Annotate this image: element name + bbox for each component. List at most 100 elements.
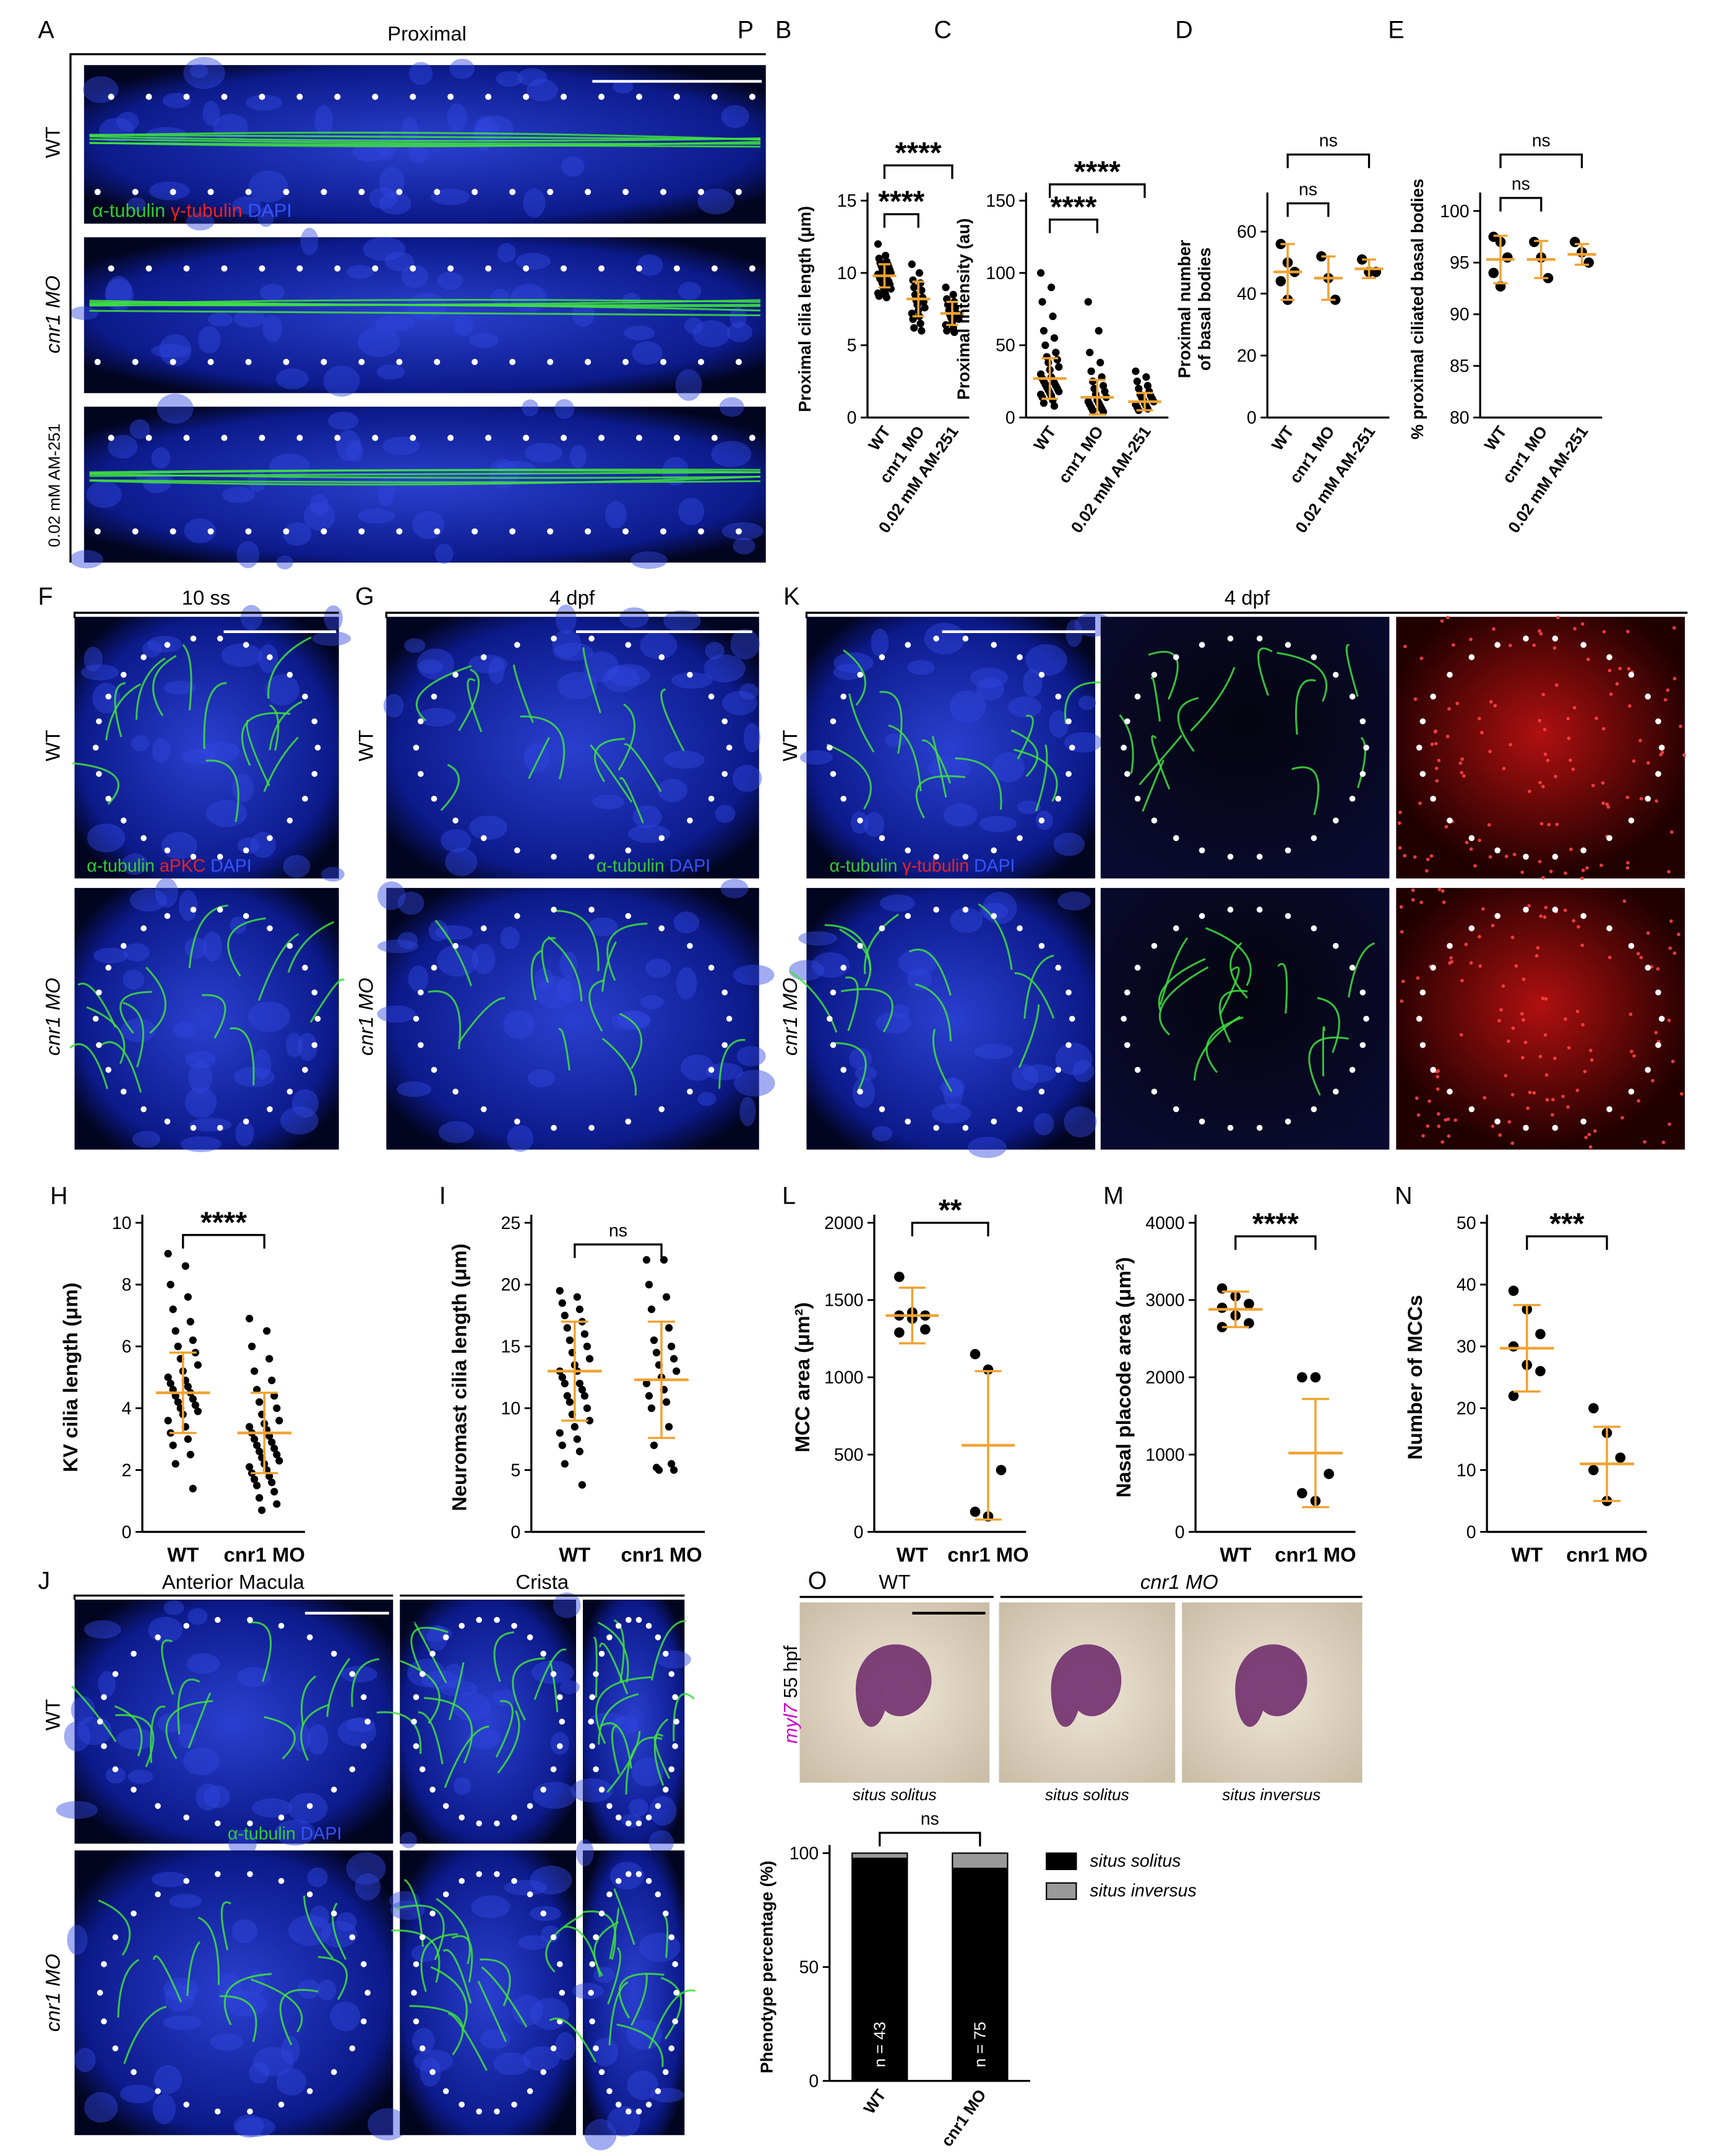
basal-body	[1551, 1098, 1555, 1102]
basal-body	[1554, 774, 1557, 778]
y-axis-label: Neuromast cilia length (μm)	[448, 1243, 471, 1511]
outline-dot	[708, 693, 715, 700]
outline-dot	[645, 1623, 652, 1629]
nucleus	[274, 1819, 316, 1846]
basal-body	[1585, 866, 1589, 870]
cilia	[449, 1662, 465, 1720]
data-point	[583, 1342, 592, 1350]
basal-body	[1493, 704, 1497, 708]
outline-dot	[625, 1820, 632, 1827]
row-label: cnr1 MO	[41, 275, 64, 353]
outline-dot	[615, 1814, 622, 1821]
outline-dot	[933, 853, 939, 860]
outline-dot	[434, 189, 441, 196]
outline-dot	[1151, 817, 1158, 824]
outline-dot	[120, 1089, 127, 1095]
outline-dot	[105, 964, 112, 971]
outline-dot	[511, 1623, 517, 1629]
data-point	[642, 1379, 651, 1387]
panel-title: Crista	[515, 1570, 569, 1593]
cilia	[69, 1043, 109, 1090]
cilia	[477, 1980, 507, 2042]
data-point	[189, 1336, 197, 1344]
outline-dot	[413, 1694, 420, 1701]
cilia	[1017, 715, 1034, 760]
outline-dot	[471, 358, 478, 365]
basal-body	[1458, 761, 1463, 765]
outline-dot	[1256, 636, 1263, 642]
data-point	[252, 1441, 261, 1449]
cilia	[1345, 644, 1359, 697]
micrograph	[377, 879, 775, 1152]
nucleus	[436, 944, 479, 977]
outline-dot	[330, 1910, 337, 1917]
nucleus	[129, 419, 150, 439]
data-point	[1050, 334, 1059, 342]
outline-dot	[321, 528, 327, 535]
error-bar	[1513, 1304, 1541, 1393]
data-point	[942, 283, 950, 291]
basal-body	[1424, 869, 1429, 873]
cilia	[1348, 942, 1375, 998]
cilia	[653, 1718, 669, 1786]
micrograph	[389, 1850, 591, 2136]
basal-body	[1522, 977, 1526, 981]
outline-dot	[170, 358, 176, 365]
nucleus	[619, 607, 649, 628]
outline-dot	[215, 2108, 221, 2115]
outline-dot	[494, 2108, 500, 2115]
outline-dot	[905, 913, 911, 920]
y-tick-label: 1000	[1145, 1445, 1184, 1465]
data-point	[647, 1404, 656, 1412]
nucleus	[449, 58, 475, 79]
data-point	[258, 1506, 266, 1514]
nucleus	[468, 654, 508, 674]
significance-bracket	[911, 1222, 989, 1236]
cilia	[98, 1899, 131, 1956]
outline-dot	[431, 795, 437, 802]
outline-dot	[372, 265, 379, 272]
nucleus	[1057, 891, 1091, 911]
data-point	[558, 1441, 566, 1449]
outline-dot	[442, 1634, 449, 1641]
outline-dot	[360, 1694, 367, 1701]
outline-dot	[471, 189, 478, 196]
cilia	[436, 1897, 471, 1964]
outline-dot	[615, 1878, 622, 1884]
significance-bracket	[1048, 183, 1146, 198]
basal-body	[1469, 961, 1473, 965]
nucleus	[656, 1650, 691, 1669]
outline-dot	[840, 795, 847, 802]
data-point	[556, 1429, 564, 1437]
outline-dot	[101, 1961, 107, 1967]
nucleus	[323, 365, 360, 397]
outline-dot	[550, 1671, 557, 1677]
outline-dot	[673, 1990, 679, 1996]
basal-body	[1481, 907, 1485, 911]
outline-dot	[673, 93, 680, 100]
nucleus	[64, 1721, 91, 1752]
basal-body	[1622, 899, 1627, 903]
nucleus	[418, 707, 456, 727]
outline-dot	[962, 636, 969, 642]
outline-dot	[413, 744, 420, 751]
outline-dot	[101, 2018, 107, 2025]
y-tick-label: 500	[834, 1445, 864, 1465]
outline-dot	[1066, 770, 1072, 777]
outline-dot	[1173, 925, 1179, 931]
cilia	[630, 1973, 648, 2026]
data-point	[875, 292, 883, 300]
nucleus	[512, 1994, 543, 2026]
outline-dot	[672, 1743, 678, 1749]
micrograph	[70, 394, 766, 570]
outline-dot	[660, 189, 667, 196]
outline-dot	[588, 853, 595, 860]
data-point	[662, 1293, 671, 1301]
data-point	[194, 1407, 202, 1415]
basal-body	[1636, 952, 1640, 956]
outline-dot	[1430, 693, 1436, 700]
outline-dot	[622, 358, 629, 365]
data-point	[585, 1355, 594, 1363]
basal-body	[1543, 752, 1548, 756]
outline-dot	[687, 817, 693, 824]
